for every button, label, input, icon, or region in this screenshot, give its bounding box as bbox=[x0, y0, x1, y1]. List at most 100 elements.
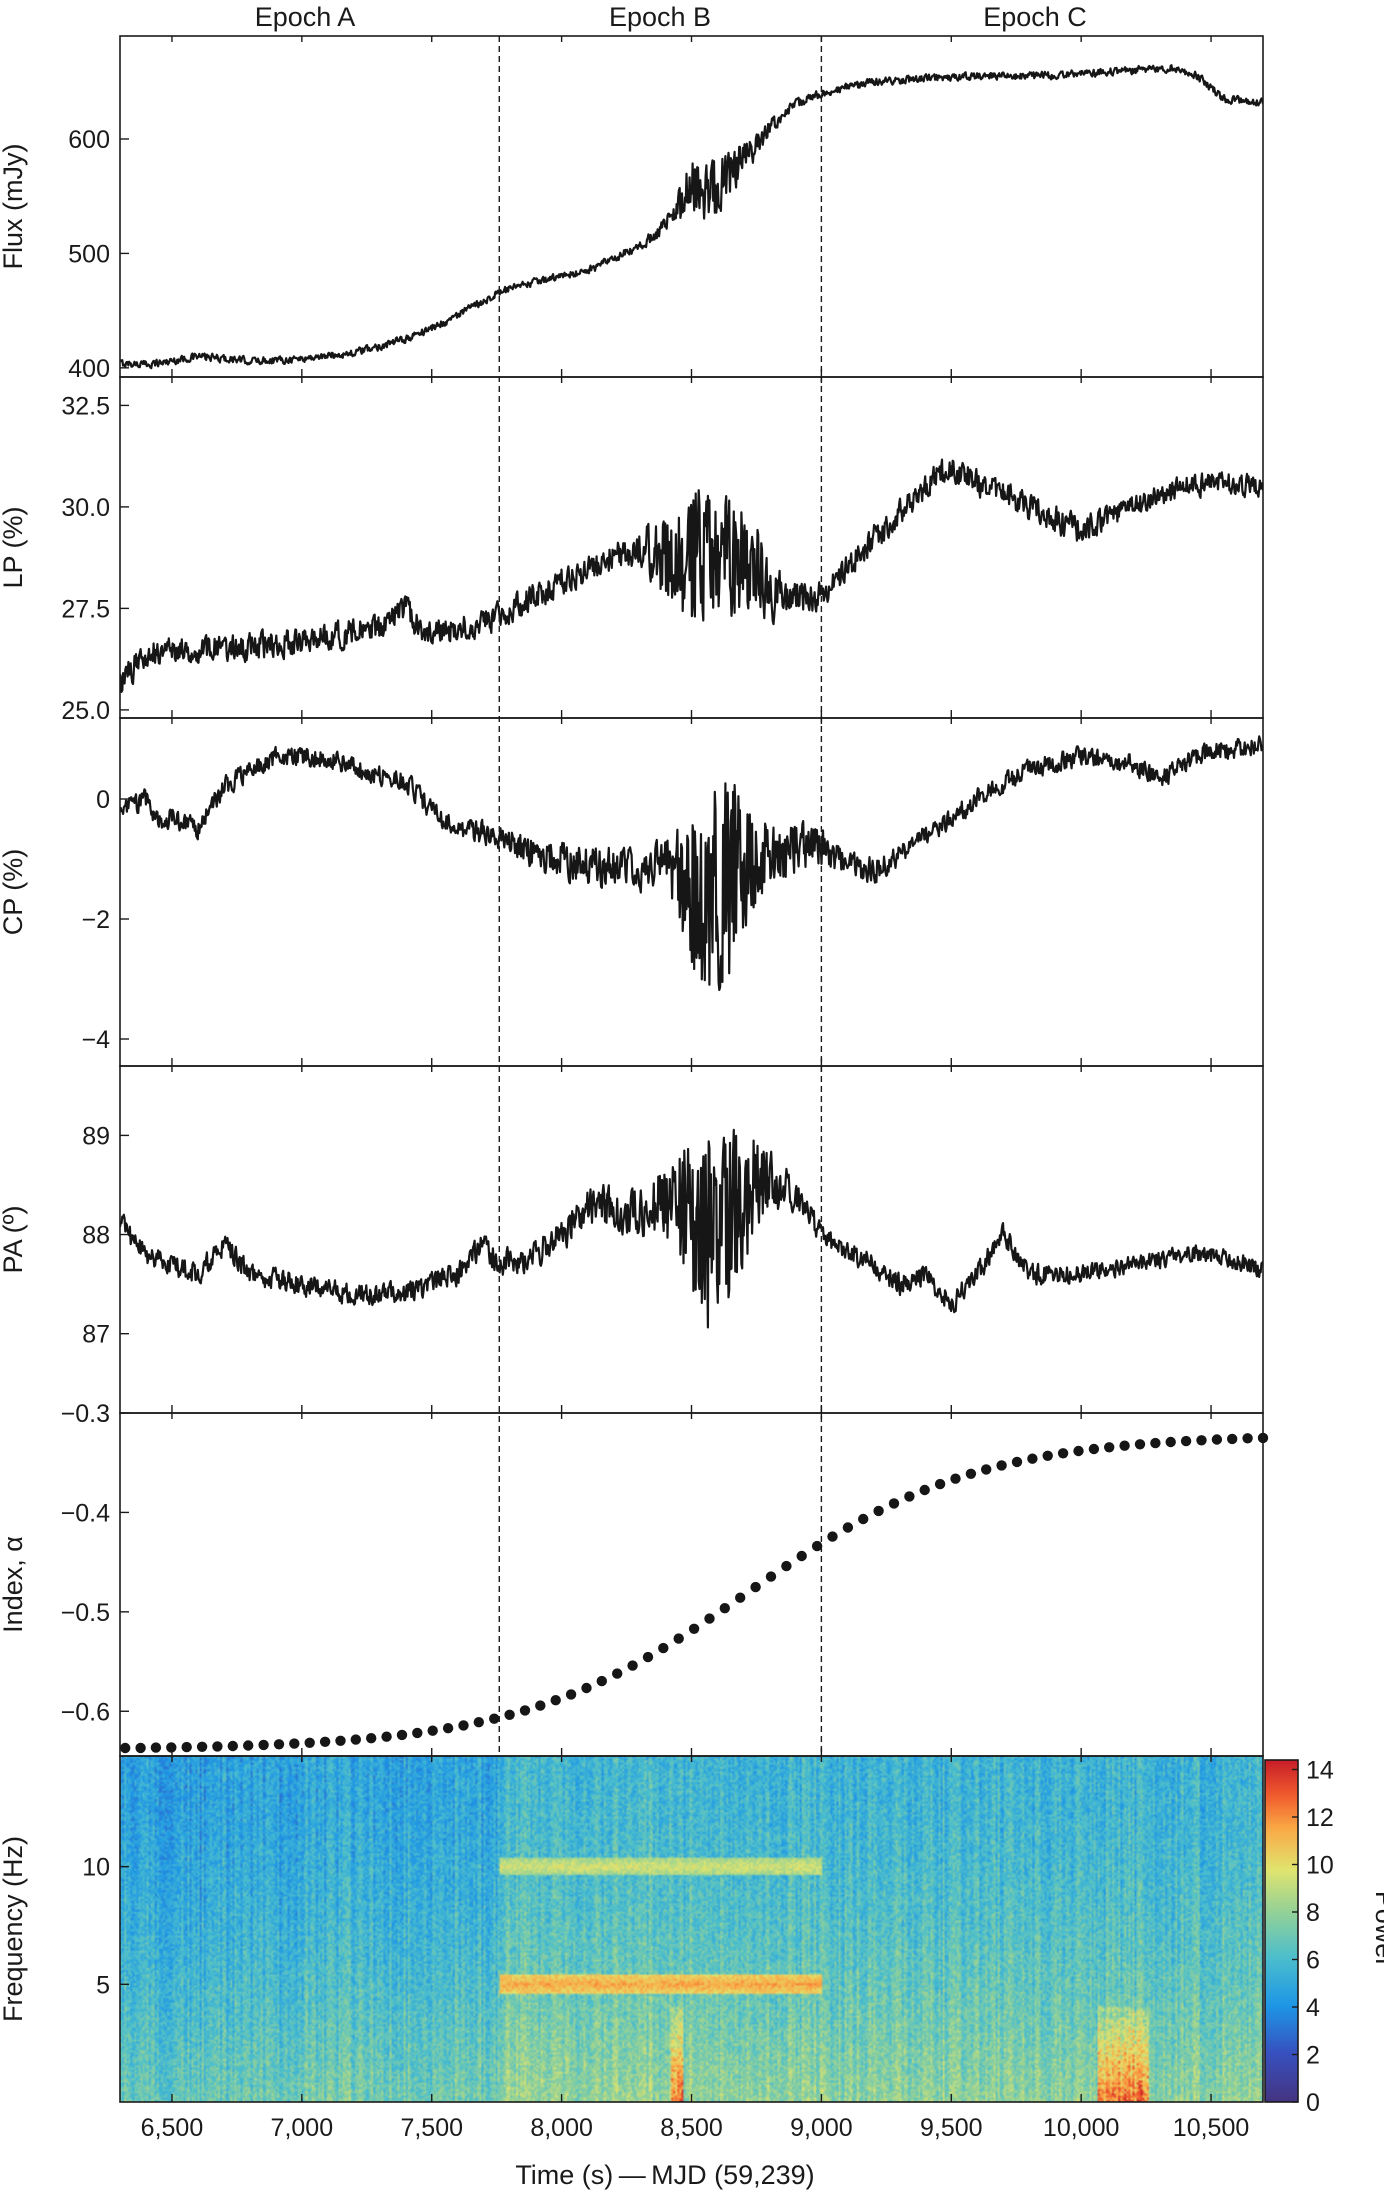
index-point bbox=[673, 1633, 684, 1644]
index-point bbox=[473, 1717, 484, 1728]
index-point bbox=[366, 1733, 377, 1744]
index-point bbox=[1027, 1453, 1038, 1464]
index-point bbox=[904, 1491, 915, 1502]
index-y-tick-label: −0.3 bbox=[61, 1400, 110, 1428]
index-point bbox=[704, 1613, 715, 1624]
index-point bbox=[319, 1736, 331, 1748]
pa-y-tick-label: 87 bbox=[82, 1321, 110, 1349]
flux-panel-frame bbox=[119, 35, 1264, 378]
index-point bbox=[612, 1668, 623, 1679]
cp-y-tick-label: −2 bbox=[81, 906, 110, 934]
index-point bbox=[642, 1651, 654, 1663]
index-point bbox=[258, 1739, 269, 1751]
x-tick-label: 10,500 bbox=[1173, 2114, 1249, 2142]
colorbar-tick-label: 10 bbox=[1306, 1852, 1334, 1880]
index-point bbox=[1042, 1450, 1053, 1462]
colorbar-gradient bbox=[1265, 1760, 1298, 2102]
index-point bbox=[1180, 1435, 1192, 1447]
index-point bbox=[1104, 1442, 1115, 1453]
index-point bbox=[658, 1642, 669, 1654]
pa-y-axis-label: PA (º) bbox=[0, 1206, 28, 1274]
index-point bbox=[827, 1531, 838, 1542]
index-point bbox=[1227, 1433, 1238, 1445]
flux-y-tick-label: 600 bbox=[68, 126, 110, 154]
index-y-tick-label: −0.4 bbox=[61, 1499, 110, 1527]
cp-y-tick-label: 0 bbox=[96, 786, 110, 814]
lp-y-tick-label: 30.0 bbox=[61, 494, 110, 522]
index-point bbox=[1134, 1439, 1146, 1450]
x-axis: Time (s) — MJD (59,239) 6,500 7,000 7,500 8… bbox=[141, 2114, 1250, 2190]
spectrogram-panel: 5 10 Frequency (Hz) bbox=[0, 1756, 1263, 2102]
colorbar: Power 0 2 4 6 8 10 12 14 bbox=[1264, 1757, 1384, 2117]
lp-y-tick-label: 25.0 bbox=[61, 697, 110, 725]
pa-panel: 87 88 89 PA (º) bbox=[0, 1122, 1263, 1349]
index-point bbox=[335, 1735, 346, 1747]
epoch-c-label: Epoch C bbox=[983, 2, 1087, 32]
x-axis-label: Time (s) — MJD (59,239) bbox=[515, 2160, 814, 2190]
index-point bbox=[858, 1513, 869, 1525]
x-tick-label: 6,500 bbox=[141, 2114, 204, 2142]
x-tick-label: 7,500 bbox=[400, 2114, 463, 2142]
index-point bbox=[396, 1729, 408, 1741]
flux-y-tick-label: 400 bbox=[68, 355, 110, 383]
pa-y-tick-label: 88 bbox=[82, 1222, 110, 1250]
epoch-a-label: Epoch A bbox=[255, 2, 356, 32]
index-point bbox=[350, 1734, 361, 1745]
index-point bbox=[765, 1571, 777, 1582]
panel-frames bbox=[119, 35, 1264, 2103]
index-point bbox=[181, 1741, 192, 1753]
colorbar-tick-label: 12 bbox=[1306, 1804, 1334, 1832]
index-point bbox=[412, 1727, 423, 1739]
index-point bbox=[1242, 1433, 1253, 1444]
colorbar-tick-label: 0 bbox=[1306, 2089, 1320, 2117]
lp-y-tick-label: 32.5 bbox=[61, 392, 110, 420]
index-point bbox=[750, 1581, 761, 1593]
colorbar-tick-label: 2 bbox=[1306, 2042, 1320, 2070]
cp-y-axis-label: CP (%) bbox=[0, 849, 28, 936]
index-point bbox=[504, 1709, 515, 1721]
index-point bbox=[427, 1725, 438, 1736]
index-point bbox=[1011, 1456, 1023, 1468]
spec-y-axis-label: Frequency (Hz) bbox=[0, 1836, 28, 2022]
index-point bbox=[627, 1660, 638, 1671]
lp-y-axis-label: LP (%) bbox=[0, 506, 28, 588]
index-point bbox=[965, 1468, 977, 1480]
index-point bbox=[981, 1464, 992, 1475]
index-point bbox=[1196, 1435, 1207, 1446]
index-point bbox=[1073, 1445, 1084, 1457]
index-point bbox=[919, 1484, 930, 1496]
index-point bbox=[688, 1623, 700, 1635]
index-point bbox=[381, 1731, 392, 1742]
index-point bbox=[1119, 1440, 1130, 1451]
index-point bbox=[519, 1705, 531, 1716]
epoch-dividers bbox=[498, 36, 823, 1756]
colorbar-tick-label: 8 bbox=[1306, 1899, 1320, 1927]
index-point bbox=[304, 1737, 315, 1749]
index-point bbox=[1150, 1437, 1161, 1449]
index-point bbox=[796, 1550, 807, 1562]
colorbar-tick-label: 4 bbox=[1306, 1994, 1320, 2022]
index-y-axis-label: Index, α bbox=[0, 1536, 28, 1633]
flux-y-axis-label: Flux (mJy) bbox=[0, 144, 28, 270]
index-panel-frame bbox=[119, 1412, 1264, 1757]
spec-y-tick-label: 10 bbox=[82, 1854, 110, 1882]
index-point bbox=[565, 1689, 577, 1700]
index-point bbox=[596, 1675, 607, 1687]
index-point bbox=[811, 1540, 823, 1552]
x-tick-label: 7,000 bbox=[271, 2114, 334, 2142]
x-tick-label: 9,500 bbox=[920, 2114, 983, 2142]
x-tick-label: 8,500 bbox=[660, 2114, 723, 2142]
index-point bbox=[581, 1682, 592, 1694]
x-tick-label: 8,000 bbox=[530, 2114, 593, 2142]
index-point bbox=[289, 1738, 300, 1749]
colorbar-label: Power bbox=[1370, 1891, 1384, 1968]
index-point bbox=[150, 1742, 162, 1753]
index-y-tick-label: −0.5 bbox=[61, 1599, 110, 1627]
index-point bbox=[227, 1740, 238, 1752]
cp-y-tick-label: −4 bbox=[81, 1026, 110, 1054]
flux-series-line bbox=[120, 64, 1263, 370]
lp-series-line bbox=[120, 458, 1263, 693]
flux-y-tick-label: 500 bbox=[68, 240, 110, 268]
index-point bbox=[120, 1742, 131, 1754]
index-y-tick-label: −0.6 bbox=[61, 1698, 110, 1726]
